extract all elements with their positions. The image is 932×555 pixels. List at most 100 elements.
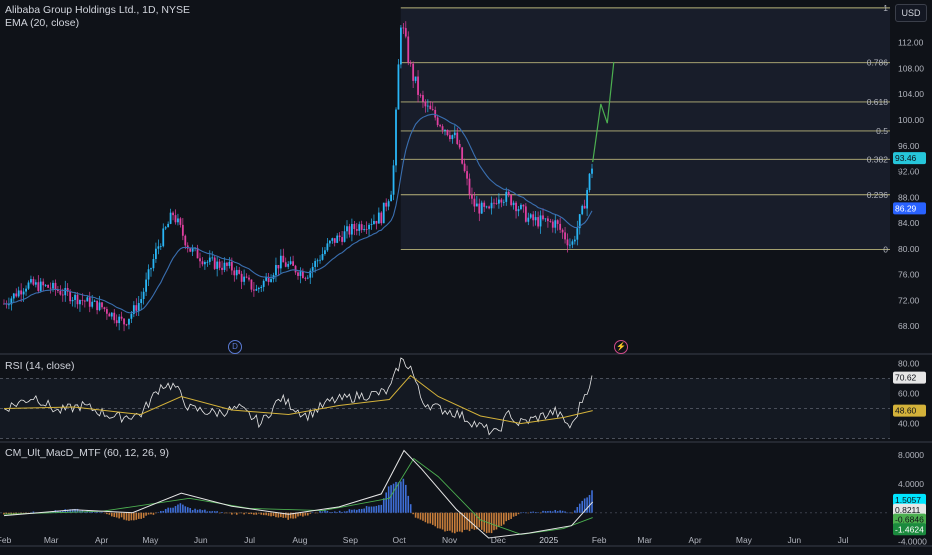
- candle: [404, 28, 407, 37]
- macd-histogram-bar: [324, 510, 326, 513]
- candle: [419, 94, 422, 96]
- candle: [385, 202, 388, 207]
- candle: [120, 316, 123, 319]
- macd-histogram-bar: [218, 512, 221, 514]
- candle: [240, 273, 243, 282]
- candle: [466, 171, 468, 179]
- macd-histogram-bar: [471, 512, 473, 529]
- macd-histogram-label: 0.8211: [895, 505, 921, 515]
- candle: [449, 135, 451, 140]
- macd-value-label: 1.5057: [895, 495, 921, 505]
- macd-histogram-bar: [221, 512, 223, 513]
- macd-histogram-bar: [554, 510, 557, 513]
- macd-histogram-bar: [152, 512, 155, 515]
- macd-histogram-bar: [199, 509, 201, 513]
- macd-histogram-bar: [62, 511, 64, 513]
- macd-histogram-bar: [522, 512, 525, 513]
- macd-histogram-bar: [498, 512, 500, 528]
- candle: [493, 202, 495, 204]
- macd-histogram-bar: [363, 508, 365, 513]
- rsi-axis-tick: 60.00: [898, 389, 920, 399]
- macd-histogram-bar: [307, 512, 309, 516]
- macd-histogram-bar: [250, 512, 253, 515]
- macd-histogram-bar: [370, 506, 373, 513]
- macd-histogram-bar: [395, 481, 397, 513]
- macd-histogram-bar: [316, 512, 319, 514]
- candle: [284, 262, 287, 267]
- candle: [328, 240, 331, 244]
- candle: [167, 223, 170, 228]
- candle: [150, 268, 152, 270]
- candle: [581, 205, 584, 215]
- candle: [539, 215, 542, 227]
- candle: [47, 285, 49, 288]
- price-axis-tick: 84.00: [898, 218, 920, 228]
- macd-histogram-bar: [387, 486, 390, 513]
- macd-histogram-bar: [282, 512, 285, 518]
- dividend-marker-icon[interactable]: D: [228, 340, 242, 354]
- rsi-line: [3, 357, 593, 436]
- macd-histogram-bar: [106, 512, 108, 515]
- macd-histogram-bar: [137, 512, 140, 519]
- candle: [510, 194, 513, 206]
- macd-histogram-bar: [209, 511, 211, 513]
- macd-histogram-bar: [135, 512, 138, 520]
- candle: [559, 223, 562, 230]
- macd-histogram-bar: [142, 512, 145, 518]
- candle: [304, 277, 307, 279]
- macd-histogram-bar: [280, 512, 282, 518]
- candle: [397, 64, 400, 110]
- candle: [125, 324, 128, 326]
- candle: [431, 109, 434, 110]
- candle: [564, 232, 566, 240]
- candle: [130, 313, 133, 319]
- candle: [88, 297, 91, 307]
- candle: [52, 282, 54, 289]
- currency-button[interactable]: USD: [895, 4, 927, 22]
- macd-histogram-label-bg: [893, 503, 926, 516]
- candle: [475, 203, 478, 207]
- macd-histogram-bar: [5, 512, 8, 515]
- rsi-ma-value-label: 48.60: [895, 406, 917, 416]
- macd-histogram-bar: [284, 512, 287, 518]
- candle: [211, 257, 214, 259]
- fib-level-label: 0.618: [867, 97, 889, 107]
- candle: [250, 279, 253, 290]
- candle: [336, 235, 339, 243]
- macd-histogram-bar: [240, 512, 243, 514]
- macd-histogram-bar: [196, 509, 199, 513]
- candle: [377, 212, 380, 224]
- macd-histogram-bar: [529, 511, 532, 513]
- macd-histogram-bar: [534, 512, 537, 513]
- candle: [228, 261, 231, 266]
- candle: [265, 276, 268, 281]
- macd-neg-histogram-label-bg: [893, 523, 926, 536]
- macd-histogram-bar: [66, 509, 69, 513]
- time-axis-tick: Jun: [194, 535, 208, 545]
- time-axis-tick: Jul: [838, 535, 849, 545]
- split-event-marker-icon[interactable]: ⚡: [614, 340, 628, 354]
- candle: [417, 76, 419, 95]
- macd-histogram-bar: [532, 511, 534, 513]
- candle: [235, 269, 238, 276]
- candle: [544, 218, 547, 220]
- candle: [15, 293, 18, 297]
- candle: [172, 212, 174, 216]
- candle: [201, 261, 204, 265]
- candle: [512, 202, 515, 206]
- candle: [382, 202, 385, 224]
- candle: [113, 312, 116, 321]
- macd-histogram-bar: [566, 512, 569, 514]
- candle: [253, 289, 255, 291]
- candle: [309, 270, 312, 278]
- macd-histogram-bar: [476, 512, 478, 530]
- macd-histogram-bar: [454, 512, 456, 534]
- macd-histogram-bar: [292, 512, 294, 519]
- macd-histogram-bar: [321, 511, 324, 513]
- candle: [353, 223, 356, 230]
- macd-histogram-bar: [449, 512, 451, 531]
- macd-signal-label-bg: [893, 513, 926, 526]
- candle: [524, 206, 527, 222]
